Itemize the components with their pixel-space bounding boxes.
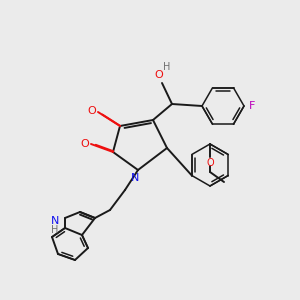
Text: O: O: [206, 158, 214, 168]
Text: O: O: [154, 70, 164, 80]
Text: O: O: [81, 139, 89, 149]
Text: O: O: [88, 106, 96, 116]
Text: H: H: [163, 62, 171, 72]
Text: N: N: [131, 173, 139, 183]
Text: H: H: [51, 225, 59, 235]
Text: F: F: [249, 101, 255, 111]
Text: N: N: [51, 216, 59, 226]
